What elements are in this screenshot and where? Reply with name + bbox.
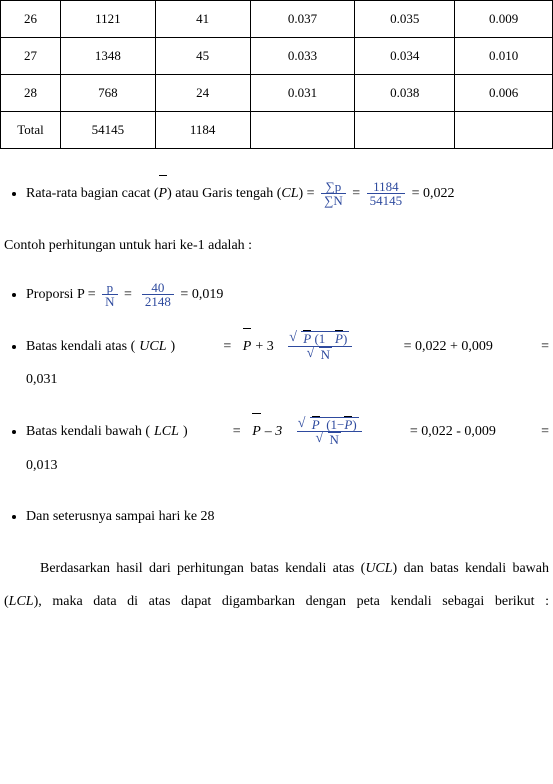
cell: 0.006	[455, 75, 553, 112]
text: Proporsi P =	[26, 287, 99, 302]
plus-3: + 3	[255, 330, 273, 364]
body-content: Rata-rata bagian cacat (P) atau Garis te…	[0, 177, 553, 653]
cell: 0.034	[355, 38, 455, 75]
text: Rata-rata bagian cacat (	[26, 186, 159, 201]
text: Batas kendali bawah (	[26, 415, 150, 449]
cell: 1348	[60, 38, 155, 75]
eq: =	[349, 186, 364, 201]
cell: 26	[1, 1, 61, 38]
cell: 28	[1, 75, 61, 112]
lcl-result: 0,013	[26, 449, 549, 483]
eq: =	[223, 330, 231, 364]
cell: 54145	[60, 112, 155, 149]
mid-calc: = 0,022 - 0,009	[410, 415, 496, 449]
cell: 768	[60, 75, 155, 112]
cell: 1121	[60, 1, 155, 38]
minus-3: – 3	[265, 415, 283, 449]
fraction-values: 118454145	[367, 180, 406, 208]
cell	[250, 112, 355, 149]
bullet-dst: Dan seterusnya sampai hari ke 28	[26, 500, 549, 534]
cell: 45	[155, 38, 250, 75]
cell: 0.037	[250, 1, 355, 38]
result: = 0,022	[408, 186, 454, 201]
fraction-p-n: pN	[102, 281, 117, 309]
ucl-result: 0,031	[26, 363, 549, 397]
cell: 0.009	[455, 1, 553, 38]
p-bar-symbol: P	[159, 177, 168, 211]
cell: 24	[155, 75, 250, 112]
p-bar-symbol: P	[243, 330, 252, 364]
cell: 0.033	[250, 38, 355, 75]
text: Batas kendali atas (	[26, 330, 135, 364]
text: )	[170, 330, 175, 364]
lcl-fraction: P (1−P) N	[297, 417, 362, 447]
cell: 0.010	[455, 38, 553, 75]
paragraph-conclusion: Berdasarkan hasil dari perhitungan batas…	[4, 552, 549, 653]
cell: 41	[155, 1, 250, 38]
cell: Total	[1, 112, 61, 149]
text: )	[183, 415, 188, 449]
table-row: 28 768 24 0.031 0.038 0.006	[1, 75, 553, 112]
fraction-sigma: ∑p∑N	[321, 180, 346, 208]
text: ) =	[299, 186, 319, 201]
p-bar-symbol: P	[252, 415, 261, 449]
text: ) atau Garis tengah (	[167, 186, 281, 201]
ucl-fraction: P (1 P) N	[288, 331, 352, 361]
ucl-symbol: UCL	[139, 330, 166, 364]
bullet-rata-rata: Rata-rata bagian cacat (P) atau Garis te…	[26, 177, 549, 211]
data-table: 26 1121 41 0.037 0.035 0.009 27 1348 45 …	[0, 0, 553, 149]
mid-calc: = 0,022 + 0,009	[404, 330, 493, 364]
cell: 0.031	[250, 75, 355, 112]
eq-trail: =	[541, 415, 549, 449]
eq: =	[233, 415, 241, 449]
cell: 1184	[155, 112, 250, 149]
bullet-list-1: Rata-rata bagian cacat (P) atau Garis te…	[4, 177, 549, 211]
table-row-total: Total 54145 1184	[1, 112, 553, 149]
eq-trail: =	[541, 330, 549, 364]
bullet-list-2: Proporsi P = pN = 402148 = 0,019 Batas k…	[4, 278, 549, 534]
cell	[455, 112, 553, 149]
bullet-proporsi: Proporsi P = pN = 402148 = 0,019	[26, 278, 549, 312]
eq: =	[121, 287, 136, 302]
fraction-40-2148: 402148	[142, 281, 174, 309]
cl-symbol: CL	[281, 186, 298, 201]
table-row: 26 1121 41 0.037 0.035 0.009	[1, 1, 553, 38]
bullet-lcl: Batas kendali bawah (LCL) = P – 3 P (1−P…	[26, 415, 549, 482]
cell: 27	[1, 38, 61, 75]
cell: 0.038	[355, 75, 455, 112]
bullet-ucl: Batas kendali atas (UCL) = P + 3 P (1 P)…	[26, 330, 549, 397]
cell	[355, 112, 455, 149]
cell: 0.035	[355, 1, 455, 38]
result: = 0,019	[177, 287, 223, 302]
table-row: 27 1348 45 0.033 0.034 0.010	[1, 38, 553, 75]
paragraph-contoh: Contoh perhitungan untuk hari ke-1 adala…	[4, 229, 549, 263]
lcl-symbol: LCL	[154, 415, 179, 449]
